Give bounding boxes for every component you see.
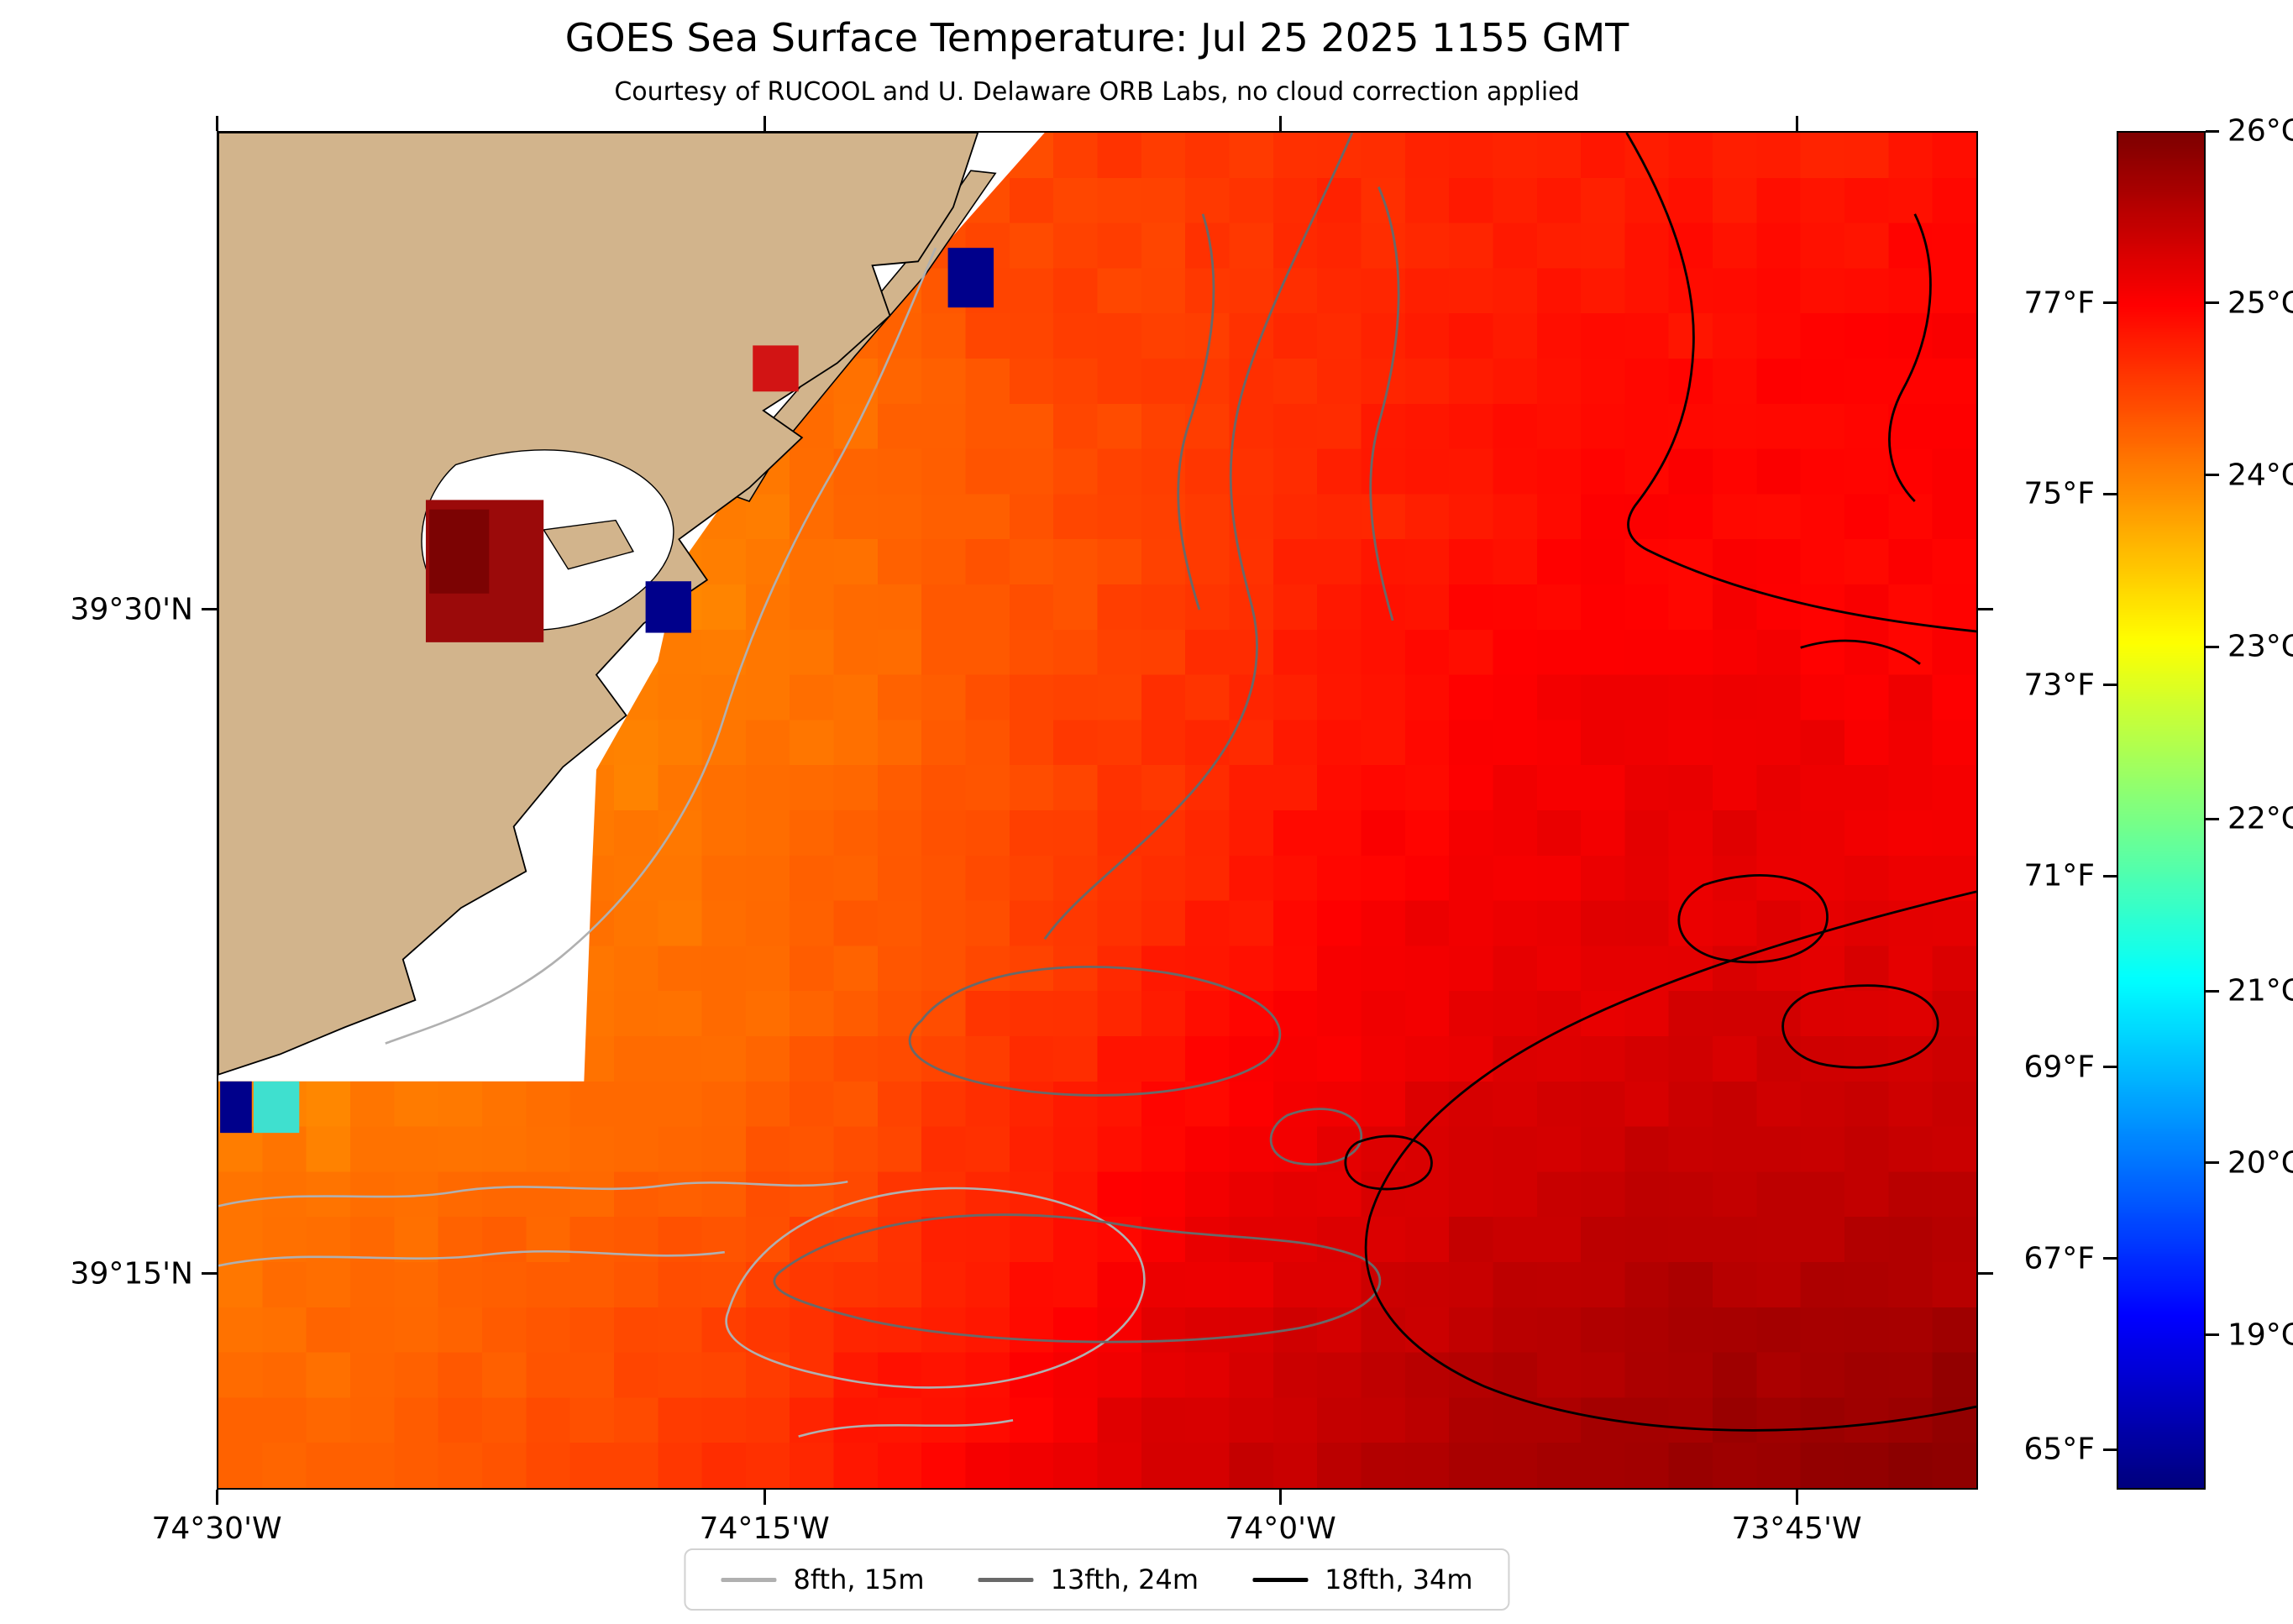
legend-line-swatch	[1252, 1577, 1309, 1582]
depth-contour-15m	[218, 248, 1144, 1436]
tick-mark	[1978, 1272, 1993, 1276]
tick-mark	[2103, 1066, 2117, 1069]
depth-contour-34m	[1346, 133, 1976, 1430]
tick-mark	[2206, 1161, 2219, 1165]
legend-item: 8fth, 15m	[721, 1564, 925, 1595]
tick-mark	[1279, 1490, 1283, 1505]
anomaly-pixels	[220, 248, 994, 1134]
tick-label: 22°C	[2227, 801, 2293, 836]
tick-mark	[2103, 874, 2117, 877]
tick-mark	[215, 1490, 218, 1505]
tick-label: 69°F	[2023, 1050, 2095, 1085]
tick-label: 74°15'W	[699, 1511, 830, 1546]
tick-label: 65°F	[2023, 1432, 2095, 1467]
tick-label: 20°C	[2227, 1145, 2293, 1181]
legend-label: 18fth, 34m	[1325, 1564, 1473, 1595]
tick-mark	[2103, 1257, 2117, 1260]
chart-subtitle: Courtesy of RUCOOL and U. Delaware ORB L…	[614, 77, 1580, 107]
map-overlay	[218, 133, 1976, 1488]
tick-mark	[2206, 301, 2219, 305]
tick-label: 67°F	[2023, 1241, 2095, 1276]
colorbar-gradient	[2118, 133, 2204, 1488]
tick-mark	[2103, 301, 2117, 305]
legend-label: 8fth, 15m	[793, 1564, 925, 1595]
tick-label: 75°F	[2023, 476, 2095, 511]
tick-mark	[1978, 608, 1993, 611]
legend-line-swatch	[721, 1577, 777, 1582]
tick-mark	[215, 116, 218, 131]
tick-mark	[763, 1490, 766, 1505]
tick-mark	[2103, 1448, 2117, 1451]
tick-label: 24°C	[2227, 458, 2293, 493]
tick-mark	[1795, 116, 1798, 131]
tick-label: 23°C	[2227, 629, 2293, 664]
tick-label: 74°30'W	[151, 1511, 282, 1546]
tick-mark	[202, 608, 217, 611]
tick-mark	[2206, 989, 2219, 993]
tick-label: 73°F	[2023, 668, 2095, 703]
legend-item: 13fth, 24m	[978, 1564, 1199, 1595]
colorbar	[2117, 131, 2206, 1490]
legend-label: 13fth, 24m	[1050, 1564, 1199, 1595]
tick-label: 71°F	[2023, 858, 2095, 893]
tick-label: 39°30'N	[70, 592, 193, 627]
tick-label: 26°C	[2227, 113, 2293, 149]
tick-label: 39°15'N	[70, 1256, 193, 1291]
tick-mark	[2206, 817, 2219, 820]
tick-mark	[1279, 116, 1283, 131]
tick-label: 25°C	[2227, 286, 2293, 321]
legend-line-swatch	[978, 1577, 1034, 1582]
legend: 8fth, 15m 13fth, 24m 18fth, 34m	[684, 1548, 1510, 1611]
tick-mark	[1795, 1490, 1798, 1505]
tick-mark	[2206, 474, 2219, 477]
tick-label: 19°C	[2227, 1318, 2293, 1353]
depth-contour-24m	[774, 133, 1398, 1342]
tick-mark	[763, 116, 766, 131]
tick-label: 73°45'W	[1731, 1511, 1862, 1546]
tick-mark	[2206, 129, 2219, 133]
tick-label: 21°C	[2227, 973, 2293, 1008]
tick-mark	[2103, 684, 2117, 687]
tick-mark	[2103, 492, 2117, 495]
legend-item: 18fth, 34m	[1252, 1564, 1473, 1595]
tick-mark	[2206, 645, 2219, 648]
tick-mark	[2206, 1333, 2219, 1337]
chart-title: GOES Sea Surface Temperature: Jul 25 202…	[564, 15, 1629, 60]
bay-island	[543, 521, 633, 569]
plot-area	[217, 131, 1978, 1490]
tick-label: 77°F	[2023, 286, 2095, 321]
tick-mark	[202, 1272, 217, 1276]
tick-label: 74°0'W	[1225, 1511, 1336, 1546]
